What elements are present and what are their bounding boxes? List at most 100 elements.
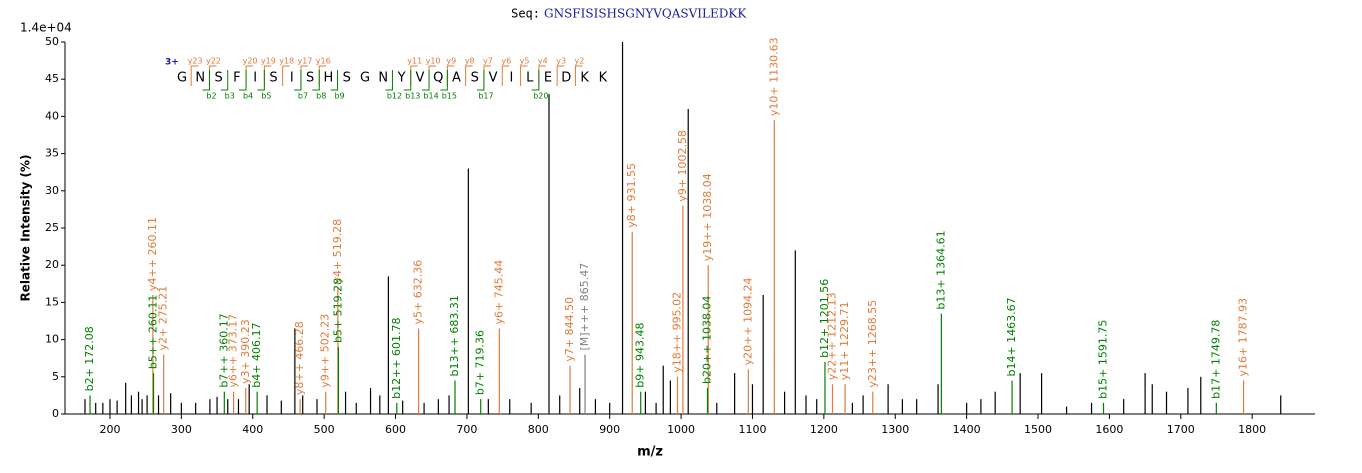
peak-label: b14+ 1463.67 xyxy=(1005,297,1018,376)
b-ion-label: b7 xyxy=(298,92,308,101)
b-ion-label: b8 xyxy=(316,92,326,101)
residue: I xyxy=(290,71,294,86)
y-ion-label: y22 xyxy=(206,57,221,66)
y-ion-label: y8 xyxy=(465,57,475,66)
peak-label: b17+ 1749.78 xyxy=(1209,320,1222,399)
b-ion-label: b13 xyxy=(405,92,420,101)
residue: N xyxy=(195,71,205,86)
b-ion-label: b14 xyxy=(423,92,438,101)
peak-label: b9+ 943.48 xyxy=(634,322,647,387)
residue: I xyxy=(253,71,257,86)
y-tick-label: 10 xyxy=(45,333,59,346)
y-ion-label: y20 xyxy=(243,57,258,66)
seq-label: Seq: xyxy=(511,7,540,21)
b-ion-bracket xyxy=(220,70,229,91)
b-ion-bracket xyxy=(239,70,247,91)
y-ion-bracket xyxy=(245,65,254,86)
y-tick-label: 40 xyxy=(45,109,59,122)
peak-label: y22++ 1212.13 xyxy=(826,292,839,380)
residue: S xyxy=(269,71,277,86)
x-tick-label: 1800 xyxy=(1238,423,1266,436)
b-ion-bracket xyxy=(293,70,302,91)
y-ion-label: y6 xyxy=(501,57,511,66)
peak-label: b12+ 1201.56 xyxy=(818,279,831,358)
y-ion-label: y23 xyxy=(188,57,203,66)
peak-label: b15+ 1591.75 xyxy=(1097,320,1110,399)
peak-label: b5+ 519.28 xyxy=(331,278,344,343)
b-ion-label: b9 xyxy=(334,92,344,101)
y-ion-bracket xyxy=(190,65,199,86)
peak-label: y5+ 632.36 xyxy=(412,260,425,325)
b-ion-label: b2 xyxy=(206,92,216,101)
peak-label: y2+ 275.21 xyxy=(157,286,170,351)
y-ion-bracket xyxy=(465,65,473,86)
peak-label: b2+ 172.08 xyxy=(83,326,96,391)
b-ion-bracket xyxy=(330,70,339,91)
y-tick-label: 30 xyxy=(45,184,59,197)
x-tick-label: 300 xyxy=(171,423,192,436)
y-ion-label: y10 xyxy=(426,57,441,66)
peak-label: b13+ 1364.61 xyxy=(934,230,947,309)
sequence: GNSFISISHSGNYVQASVILEDKK xyxy=(544,7,747,21)
peak-label: [M]+++ 865.47 xyxy=(578,263,591,351)
residue: S xyxy=(214,71,222,86)
b-ion-bracket xyxy=(440,70,448,91)
y-tick-label: 45 xyxy=(45,72,59,85)
y-ion-bracket xyxy=(501,65,510,86)
residue: K xyxy=(599,71,608,86)
residue: E xyxy=(544,71,552,86)
y-ion-label: y11 xyxy=(407,57,422,66)
b-ion-bracket xyxy=(403,70,412,91)
b-ion-label: b17 xyxy=(478,92,493,101)
b-ion-bracket xyxy=(385,70,393,91)
residue: Y xyxy=(397,71,406,86)
y-ion-bracket xyxy=(556,65,565,86)
peak-label: b4+ 406.17 xyxy=(250,322,263,387)
y-ion-label: y16 xyxy=(316,57,331,66)
x-tick-label: 800 xyxy=(528,423,549,436)
y-tick-label: 25 xyxy=(45,221,59,234)
peak-label: y4+ 519.28 xyxy=(331,219,344,284)
b-ion-bracket xyxy=(312,70,320,91)
y-ion-bracket xyxy=(282,65,290,86)
peak-label: y20++ 1094.24 xyxy=(741,277,754,365)
x-tick-label: 1600 xyxy=(1095,423,1123,436)
x-tick-label: 500 xyxy=(314,423,335,436)
b-ion-bracket xyxy=(257,70,265,91)
residue: K xyxy=(580,71,589,86)
x-tick-label: 1200 xyxy=(810,423,838,436)
peak-label: b20++ 1038.04 xyxy=(700,296,713,384)
residue: I xyxy=(509,71,513,86)
peak-label: b7++ 360.17 xyxy=(217,313,230,387)
residue: H xyxy=(324,71,334,86)
scale-label: 1.4e+04 xyxy=(20,21,72,35)
peak-label: b5++ 260.11 xyxy=(147,295,160,369)
y-ion-label: y4 xyxy=(538,57,548,66)
b-ion-label: b5 xyxy=(261,92,271,101)
x-tick-label: 1100 xyxy=(738,423,766,436)
x-tick-label: 1300 xyxy=(881,423,909,436)
y-tick-label: 15 xyxy=(45,295,59,308)
peak-label: y23++ 1268.55 xyxy=(866,300,879,388)
residue: N xyxy=(378,71,388,86)
b-ion-bracket xyxy=(422,70,430,91)
peak-label: y7+ 844.50 xyxy=(563,297,576,362)
x-tick-label: 1500 xyxy=(1024,423,1052,436)
residue: Q xyxy=(433,71,443,86)
y-ion-label: y19 xyxy=(261,57,276,66)
x-tick-label: 1700 xyxy=(1167,423,1195,436)
y-axis-label: Relative Intensity (%) xyxy=(19,155,33,302)
b-ion-label: b15 xyxy=(442,92,457,101)
residue: F xyxy=(233,71,240,86)
peak-label: y8+ 931.55 xyxy=(625,163,638,228)
peak-label: y6+ 745.44 xyxy=(492,260,505,325)
x-tick-label: 1000 xyxy=(667,423,695,436)
x-axis-label: m/z xyxy=(637,445,663,460)
residue: V xyxy=(489,71,498,86)
residue: S xyxy=(306,71,314,86)
peak-label: y18++ 995.02 xyxy=(671,292,684,373)
b-ion-label: b4 xyxy=(243,92,253,101)
peak-label: b12++ 601.78 xyxy=(390,317,403,398)
charge: 3+ xyxy=(165,58,179,68)
